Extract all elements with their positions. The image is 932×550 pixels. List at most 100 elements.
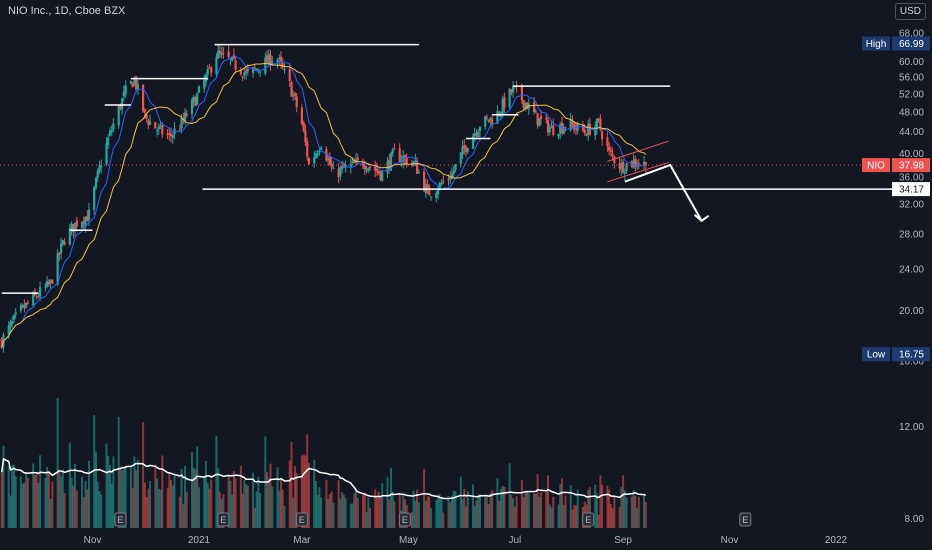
candle-body <box>328 156 331 165</box>
low-badge[interactable]: Low 16.75 <box>862 347 930 362</box>
volume-bar <box>257 476 260 528</box>
candle-body <box>349 163 352 167</box>
candle <box>545 114 548 124</box>
last-price-badge[interactable]: NIO 37.98 <box>862 158 930 173</box>
candle-body <box>194 98 197 106</box>
candle-body <box>44 286 47 288</box>
volume-bar <box>37 482 40 528</box>
volume-bar <box>81 476 83 528</box>
candle-body <box>105 143 108 165</box>
volume-bar <box>588 487 591 528</box>
candle-body <box>452 170 455 174</box>
candle <box>23 299 26 313</box>
candle <box>33 288 36 297</box>
volume-bar <box>232 471 235 528</box>
volume-bar <box>391 491 394 528</box>
candle-body <box>86 216 89 221</box>
volume-bar <box>35 473 38 528</box>
candle-body <box>135 76 138 89</box>
candle <box>349 158 352 174</box>
candle <box>588 117 591 136</box>
volume-bar <box>379 497 382 528</box>
volume-bar <box>44 478 47 528</box>
candle <box>56 249 59 286</box>
candle-body <box>403 155 406 158</box>
candle-body <box>58 252 61 255</box>
volume-bar <box>426 496 429 528</box>
candle-body <box>154 122 157 129</box>
candle <box>625 162 628 174</box>
volume-bar <box>314 481 317 528</box>
candle-body <box>520 85 523 101</box>
candle-body <box>601 131 604 140</box>
candle <box>227 45 230 59</box>
candle <box>208 63 211 69</box>
earnings-marker[interactable]: E <box>398 512 411 527</box>
candle-body <box>21 304 24 307</box>
ma-slow-line <box>1 62 647 348</box>
volume-bar <box>512 498 515 528</box>
volume-bar <box>527 493 530 528</box>
volume-bar <box>337 479 340 528</box>
candle <box>356 153 359 165</box>
volume-bar <box>562 505 565 528</box>
volume-bar <box>156 478 159 528</box>
candle <box>300 104 303 126</box>
candle <box>374 160 377 178</box>
candle-body <box>416 160 419 174</box>
last-price-badge-value-bg <box>892 158 930 173</box>
volume-bar <box>60 476 63 528</box>
volume-bar <box>203 476 206 528</box>
candle-body <box>548 127 551 133</box>
candle-body <box>489 117 492 121</box>
candle <box>557 133 560 140</box>
earnings-marker[interactable]: E <box>582 512 595 527</box>
currency-badge[interactable]: USD <box>894 3 926 20</box>
candle-body <box>252 67 255 73</box>
candle-body <box>428 187 431 196</box>
volume-bar <box>318 487 321 528</box>
candle <box>403 154 406 164</box>
candle <box>437 185 440 200</box>
low-badge-label: Low <box>867 350 886 361</box>
volume-bar <box>231 494 234 528</box>
volume-bar <box>194 469 197 528</box>
earnings-marker[interactable]: E <box>217 512 230 527</box>
volume-bar <box>564 495 567 528</box>
earnings-letter: E <box>117 515 123 525</box>
candle <box>178 124 181 131</box>
candle-body <box>96 170 99 178</box>
candle-body <box>447 179 450 181</box>
last-price-badge-label: NIO <box>867 161 885 172</box>
candle <box>60 237 63 260</box>
candle-body <box>417 172 420 174</box>
earnings-marker[interactable]: E <box>114 512 127 527</box>
volume-bar <box>609 504 612 528</box>
volume-bar <box>398 493 401 528</box>
candle-body <box>389 153 393 171</box>
candle <box>491 114 494 129</box>
candle <box>622 159 625 174</box>
x-tick-label: Nov <box>84 535 102 546</box>
candle <box>265 50 269 63</box>
candle-body <box>595 119 598 129</box>
volume-bar <box>423 468 426 528</box>
candle-body <box>136 84 139 90</box>
candle-body <box>508 88 511 107</box>
candle-body <box>171 135 174 138</box>
volume-bar <box>328 494 331 528</box>
candle-body <box>611 153 614 156</box>
volume-bar <box>376 497 378 528</box>
candle <box>426 179 429 195</box>
candle-body <box>112 123 115 130</box>
candle <box>339 165 342 181</box>
earnings-marker[interactable]: E <box>295 512 308 527</box>
level-badge[interactable]: 34.17 <box>892 182 930 197</box>
volume-bar <box>644 501 647 528</box>
high-badge[interactable]: High 66.99 <box>862 36 930 51</box>
candle <box>423 168 426 192</box>
earnings-marker[interactable]: E <box>739 512 752 527</box>
